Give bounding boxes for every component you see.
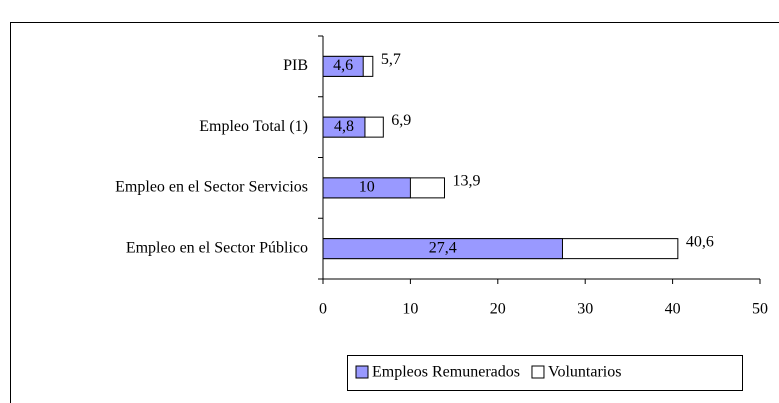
chart-border <box>10 22 779 403</box>
legend-box <box>347 355 743 391</box>
y-tick-label: Empleo en el Sector Servicios <box>115 179 308 196</box>
value-label: 5,7 <box>381 51 401 68</box>
value-label: 4,8 <box>334 118 354 135</box>
y-tick-label: Empleo Total (1) <box>199 118 308 135</box>
x-tick-label: 30 <box>577 301 593 318</box>
x-tick-label: 10 <box>402 301 418 318</box>
value-label: 6,9 <box>391 112 411 129</box>
y-tick-label: PIB <box>283 57 308 74</box>
value-label: 40,6 <box>686 233 714 250</box>
x-tick-label: 40 <box>665 301 681 318</box>
bar <box>322 55 364 77</box>
value-label: 13,9 <box>452 173 480 190</box>
bar <box>322 238 563 260</box>
y-tick-label: Empleo en el Sector Público <box>126 239 308 256</box>
bar <box>322 116 366 138</box>
value-label: 4,6 <box>333 57 353 74</box>
value-label: 10 <box>359 179 375 196</box>
bar <box>322 177 411 199</box>
value-label: 27,4 <box>429 239 457 256</box>
x-tick-label: 20 <box>490 301 506 318</box>
legend-swatch <box>531 365 545 379</box>
legend-swatch <box>355 365 369 379</box>
legend-label: Voluntarios <box>548 364 621 381</box>
x-tick-label: 50 <box>752 301 768 318</box>
legend-label: Empleos Remunerados <box>372 364 520 381</box>
x-tick-label: 0 <box>319 301 327 318</box>
